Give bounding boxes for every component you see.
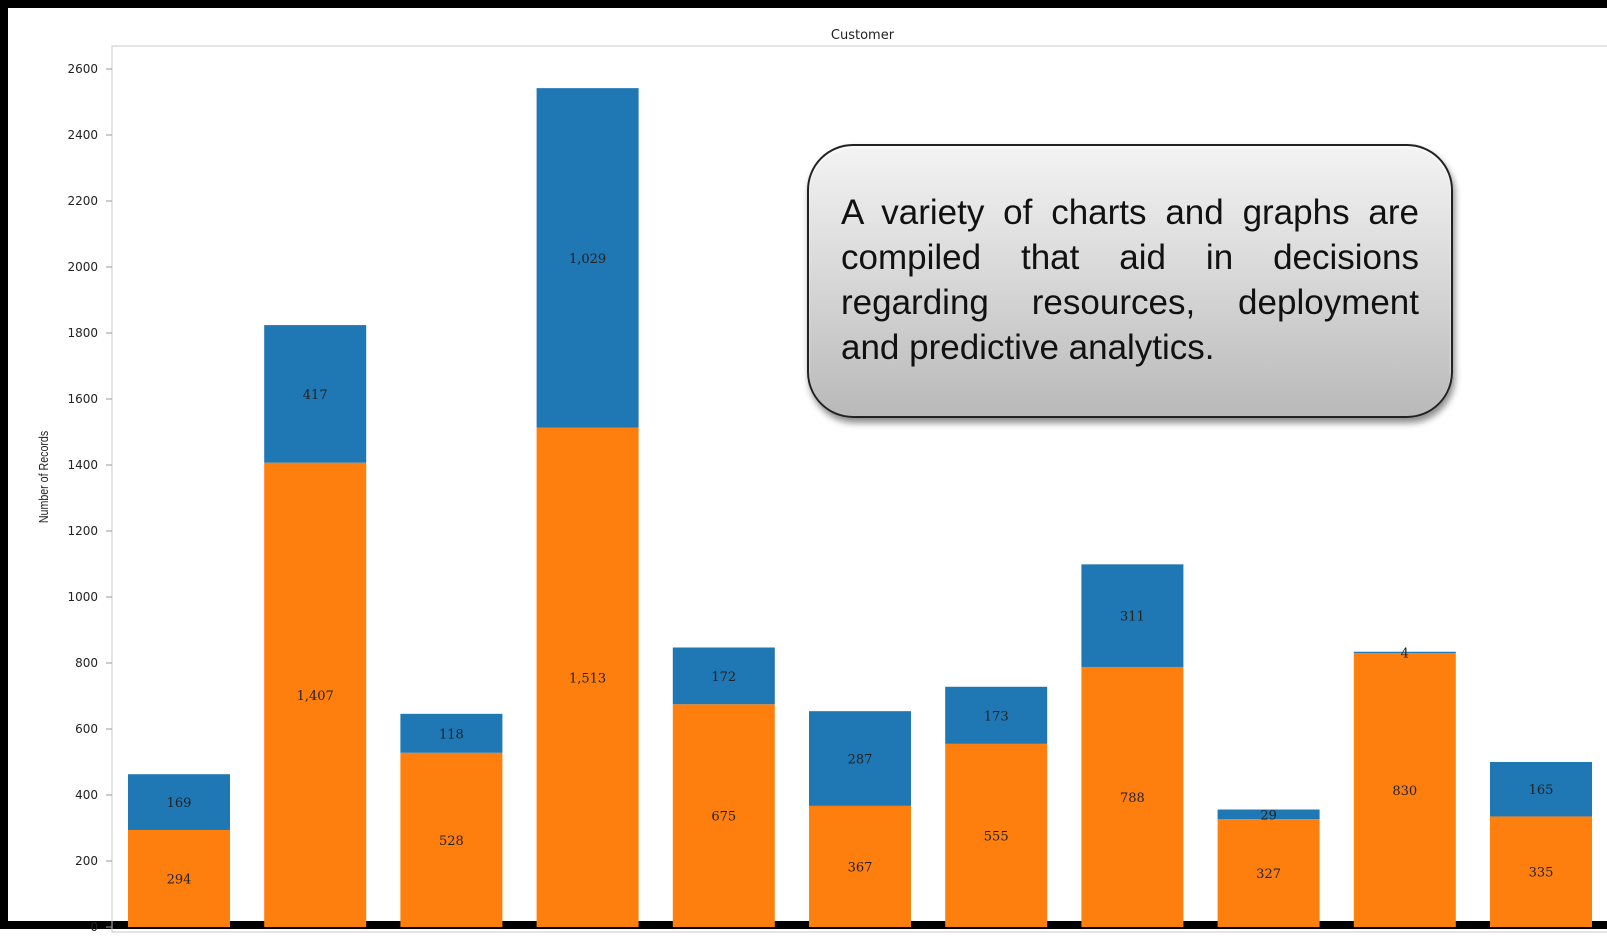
data-label: 367: [848, 860, 873, 875]
bar-segment-blue: [1353, 651, 1456, 654]
bar-segment-orange: [128, 829, 230, 927]
bar-segment-blue: [536, 88, 639, 428]
stacked-bar-chart: Customer Number of Records 0 200 400 600 800 10…: [36, 28, 1607, 934]
data-label: 675: [711, 810, 736, 825]
data-label: 830: [1392, 784, 1417, 799]
bar-segment-blue: [945, 686, 1048, 744]
bar-segment-orange: [400, 752, 503, 927]
data-label: 165: [1529, 783, 1554, 798]
y-tick-label: 1200: [67, 524, 98, 538]
bar-segment-blue: [672, 647, 775, 705]
y-tick-label: 1600: [67, 392, 98, 406]
data-label: 311: [1120, 610, 1145, 625]
bar-segment-orange: [1081, 666, 1184, 927]
bar-segment-orange: [1217, 819, 1320, 927]
data-label: 169: [167, 796, 192, 811]
data-label: 528: [439, 834, 464, 849]
data-label: 172: [711, 670, 736, 685]
bar-segment-orange: [536, 427, 639, 927]
data-label: 294: [167, 872, 192, 887]
bar-segment-orange: [672, 704, 775, 927]
bar-segment-orange: [1490, 816, 1592, 927]
data-label: 1,029: [569, 252, 606, 267]
bar-segment-blue: [128, 774, 230, 830]
data-label: 4: [1401, 646, 1409, 661]
bar-segment-blue: [1490, 762, 1592, 817]
y-tick-label: 2200: [67, 194, 98, 208]
y-tick-label: 1400: [67, 458, 98, 472]
y-tick-label: 2600: [67, 62, 98, 76]
bar-segment-blue: [1217, 809, 1320, 820]
y-tick-label: 0: [90, 920, 98, 934]
y-axis-label: Number of Records: [36, 431, 51, 523]
data-label: 118: [439, 727, 464, 742]
data-label: 1,407: [297, 689, 334, 704]
chart-title: Customer: [831, 28, 895, 43]
data-label: 555: [984, 829, 1009, 844]
bar-segment-orange: [1353, 653, 1456, 927]
callout-text: A variety of charts and graphs are compi…: [841, 193, 1419, 367]
bar-segment-blue: [400, 713, 503, 753]
bar-segment-blue: [809, 711, 911, 806]
bar-segment-blue: [1081, 564, 1184, 667]
y-tick-label: 2400: [67, 128, 98, 142]
y-tick-label: 1000: [67, 590, 98, 604]
bar-segment-orange: [264, 462, 367, 927]
bar-segment-orange: [945, 743, 1048, 927]
data-label: 1,513: [569, 671, 606, 686]
data-label: 173: [984, 709, 1009, 724]
data-label: 788: [1120, 791, 1145, 806]
y-tick-label: 800: [75, 656, 98, 670]
y-tick-label: 2000: [67, 260, 98, 274]
data-label: 417: [303, 388, 328, 403]
data-label: 327: [1256, 867, 1281, 882]
callout-box: A variety of charts and graphs are compi…: [807, 144, 1453, 418]
bar-segment-orange: [809, 805, 911, 927]
data-label: 29: [1260, 808, 1277, 823]
y-tick-label: 1800: [67, 326, 98, 340]
data-label: 335: [1529, 866, 1554, 881]
y-tick-label: 400: [75, 788, 98, 802]
data-label: 287: [848, 753, 873, 768]
y-tick-label: 600: [75, 722, 98, 736]
bar-segment-blue: [264, 325, 367, 463]
y-tick-label: 200: [75, 854, 98, 868]
